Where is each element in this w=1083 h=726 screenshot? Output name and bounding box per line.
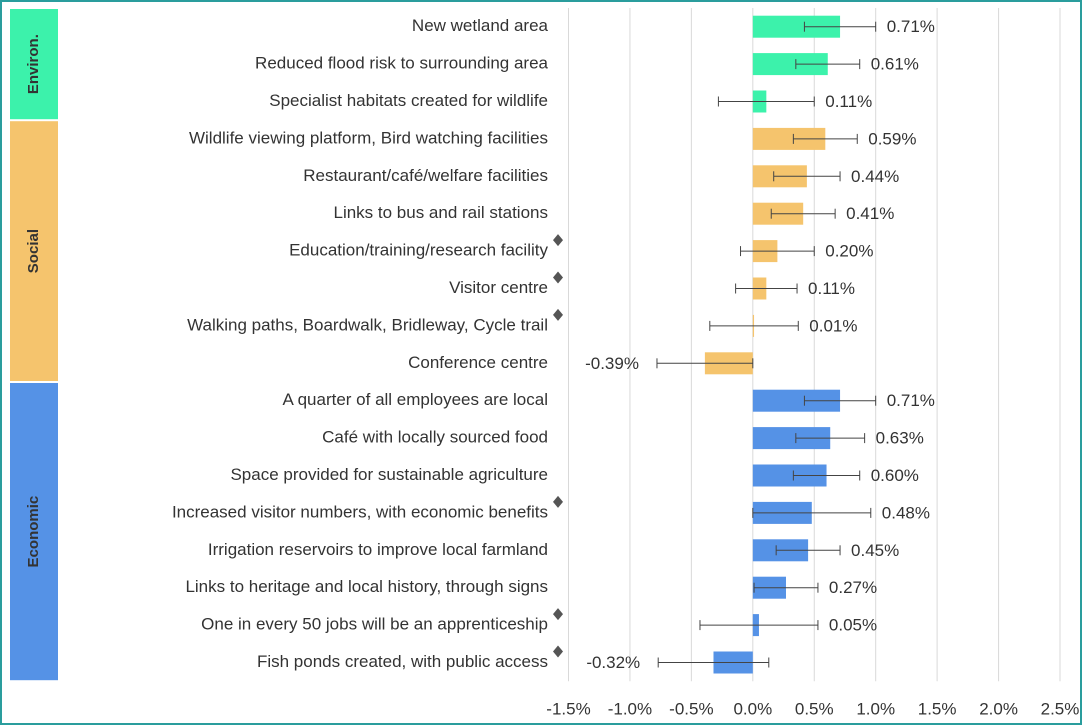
group-label: Social xyxy=(25,229,42,273)
group-band xyxy=(10,383,58,681)
group-band xyxy=(10,9,58,120)
category-label: Café with locally sourced food xyxy=(322,428,548,447)
value-label: 0.63% xyxy=(876,429,924,448)
category-label: Walking paths, Boardwalk, Bridleway, Cyc… xyxy=(187,315,548,334)
value-label: 0.27% xyxy=(829,578,877,597)
category-label: Links to heritage and local history, thr… xyxy=(185,577,548,596)
category-label: Links to bus and rail stations xyxy=(333,203,548,222)
category-label: Specialist habitats created for wildlife xyxy=(269,91,548,110)
x-tick-label: 2.0% xyxy=(979,699,1018,718)
flag-diamond xyxy=(553,234,563,247)
category-label: New wetland area xyxy=(412,16,549,35)
value-label: 0.48% xyxy=(882,503,930,522)
category-label: Restaurant/café/welfare facilities xyxy=(303,166,548,185)
category-label: Education/training/research facility xyxy=(289,241,548,260)
category-label: Irrigation reservoirs to improve local f… xyxy=(208,540,548,559)
value-label: 0.11% xyxy=(825,92,872,111)
value-label: 0.60% xyxy=(871,466,919,485)
value-label: 0.71% xyxy=(887,17,935,36)
flag-diamond xyxy=(553,308,563,321)
value-label: 0.71% xyxy=(887,391,935,410)
x-tick-label: -0.5% xyxy=(669,699,713,718)
value-label: 0.20% xyxy=(825,242,873,261)
x-tick-label: 1.0% xyxy=(856,699,895,718)
category-label: Fish ponds created, with public access xyxy=(257,652,548,671)
flag-diamond xyxy=(553,645,563,658)
value-label: 0.11% xyxy=(808,279,855,298)
bar xyxy=(752,127,826,150)
value-label: 0.44% xyxy=(851,167,899,186)
category-label: One in every 50 jobs will be an apprenti… xyxy=(201,615,548,634)
value-label: -0.32% xyxy=(586,653,640,672)
value-label: 0.05% xyxy=(829,616,877,635)
value-label: 0.01% xyxy=(809,316,857,335)
bar xyxy=(752,389,841,412)
x-tick-label: -1.5% xyxy=(546,699,590,718)
category-label: Visitor centre xyxy=(449,278,548,297)
bar xyxy=(752,53,828,76)
group-label: Economic xyxy=(25,496,42,568)
value-label: 0.59% xyxy=(868,129,916,148)
bar xyxy=(752,15,841,38)
flag-diamond xyxy=(553,495,563,508)
group-band xyxy=(10,121,58,381)
category-label: Conference centre xyxy=(408,353,548,372)
flag-diamond xyxy=(553,271,563,284)
flag-diamond xyxy=(553,608,563,621)
x-tick-label: -1.0% xyxy=(608,699,652,718)
x-tick-label: 2.5% xyxy=(1041,699,1080,718)
value-label: -0.39% xyxy=(585,354,639,373)
category-label: Wildlife viewing platform, Bird watching… xyxy=(189,128,548,147)
x-tick-label: 0.5% xyxy=(795,699,834,718)
x-tick-label: 1.5% xyxy=(918,699,957,718)
value-label: 0.41% xyxy=(846,204,894,223)
x-tick-label: 0.0% xyxy=(733,699,772,718)
category-label: Space provided for sustainable agricultu… xyxy=(230,465,548,484)
value-label: 0.61% xyxy=(871,55,919,74)
bar xyxy=(752,464,827,487)
category-label: Increased visitor numbers, with economic… xyxy=(172,502,548,521)
group-label: Environ. xyxy=(25,34,42,94)
category-label: A quarter of all employees are local xyxy=(282,390,548,409)
category-label: Reduced flood risk to surrounding area xyxy=(255,54,548,73)
bar xyxy=(752,427,831,450)
value-label: 0.45% xyxy=(851,541,899,560)
